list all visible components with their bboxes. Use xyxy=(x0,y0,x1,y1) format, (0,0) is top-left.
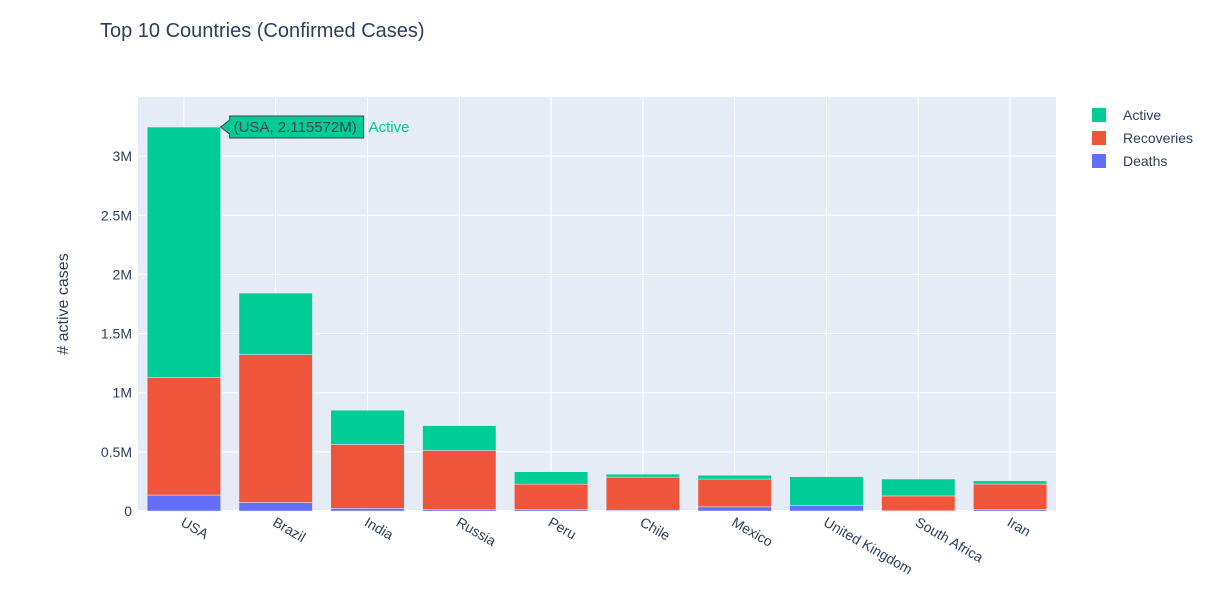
bar-recoveries-south-africa[interactable] xyxy=(881,495,956,511)
bar-recoveries-india[interactable] xyxy=(330,444,405,509)
bar-deaths-brazil[interactable] xyxy=(238,502,313,512)
bar-active-chile[interactable] xyxy=(605,473,680,478)
legend-item-active[interactable]: Active xyxy=(1092,107,1161,123)
legend[interactable]: Active Recoveries Deaths xyxy=(1092,107,1193,169)
x-tick-label: Peru xyxy=(546,514,580,543)
x-tick-label: Chile xyxy=(637,514,673,544)
bar-active-brazil[interactable] xyxy=(238,292,313,355)
y-tick-label: 2.5M xyxy=(101,207,132,223)
x-tick-label: India xyxy=(362,514,396,543)
tooltip-label: (USA, 2.115572M) xyxy=(234,119,357,136)
x-tick-label: Iran xyxy=(1005,514,1034,540)
bar-recoveries-chile[interactable] xyxy=(605,476,680,511)
y-tick-label: 1M xyxy=(113,385,132,401)
y-tick-label: 2M xyxy=(113,266,132,282)
bar-recoveries-usa[interactable] xyxy=(146,377,221,496)
x-tick-label: Mexico xyxy=(729,514,776,550)
bar-recoveries-peru[interactable] xyxy=(514,483,589,510)
bar-deaths-usa[interactable] xyxy=(146,494,221,512)
bar-deaths-india[interactable] xyxy=(330,508,405,512)
bar-active-south-africa[interactable] xyxy=(881,478,956,497)
tooltip-series-name: Active xyxy=(369,119,410,136)
x-tick-label: South Africa xyxy=(913,514,987,566)
bar-recoveries-mexico[interactable] xyxy=(697,478,772,508)
tooltip-box xyxy=(219,115,365,139)
legend-label: Recoveries xyxy=(1123,130,1193,146)
y-tick-label: 1.5M xyxy=(101,326,132,342)
legend-swatch xyxy=(1092,108,1106,122)
bars[interactable] xyxy=(146,126,1048,512)
hover-tooltip: (USA, 2.115572M) Active xyxy=(219,115,410,139)
legend-swatch xyxy=(1092,154,1106,168)
bar-recoveries-iran[interactable] xyxy=(973,483,1048,510)
y-axis-ticks: 0 0.5M 1M 1.5M 2M 2.5M 3M xyxy=(101,148,132,519)
bar-active-usa[interactable] xyxy=(146,126,221,378)
bar-active-india[interactable] xyxy=(330,409,405,445)
legend-item-deaths[interactable]: Deaths xyxy=(1092,153,1167,169)
legend-label: Active xyxy=(1123,107,1161,123)
bar-active-mexico[interactable] xyxy=(697,475,772,480)
bar-deaths-mexico[interactable] xyxy=(697,506,772,512)
bar-active-united-kingdom[interactable] xyxy=(789,476,864,506)
y-tick-label: 0 xyxy=(124,503,132,519)
legend-item-recoveries[interactable]: Recoveries xyxy=(1092,130,1193,146)
legend-label: Deaths xyxy=(1123,153,1167,169)
x-tick-label: Russia xyxy=(454,514,499,549)
x-axis-ticks: USA Brazil India Russia Peru Chile Mexico Unite… xyxy=(178,514,1033,578)
bar-active-iran[interactable] xyxy=(973,480,1048,485)
bar-deaths-united-kingdom[interactable] xyxy=(789,505,864,512)
chart-title: Top 10 Countries (Confirmed Cases) xyxy=(100,20,425,42)
y-axis-label: # active cases xyxy=(55,253,72,354)
legend-swatch xyxy=(1092,131,1106,145)
y-tick-label: 3M xyxy=(113,148,132,164)
bar-active-russia[interactable] xyxy=(422,425,497,451)
x-tick-label: USA xyxy=(178,514,212,543)
bar-recoveries-brazil[interactable] xyxy=(238,354,313,503)
x-tick-label: United Kingdom xyxy=(821,514,915,578)
x-tick-label: Brazil xyxy=(270,514,308,545)
y-tick-label: 0.5M xyxy=(101,444,132,460)
bar-active-peru[interactable] xyxy=(514,471,589,485)
bar-recoveries-russia[interactable] xyxy=(422,450,497,510)
